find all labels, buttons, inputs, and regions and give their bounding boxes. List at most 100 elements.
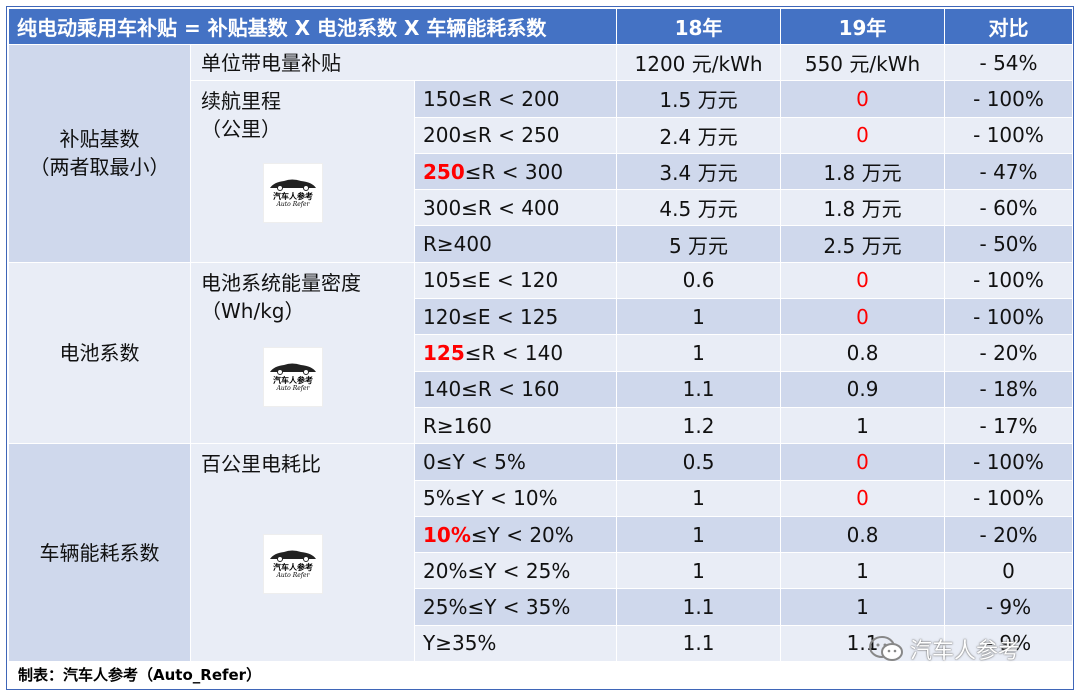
- value-18: 1: [616, 298, 782, 336]
- range-cell: 105≤E < 120: [413, 261, 618, 300]
- car-icon: [270, 550, 316, 563]
- compare-value: - 100%: [944, 80, 1074, 118]
- value-18: 1.5 万元: [616, 80, 782, 118]
- logo-image: 汽车人参考 Auto Refer: [263, 534, 323, 595]
- sub-cell: 续航里程 （公里） 汽车人参考 Auto Refer: [190, 80, 415, 263]
- logo-sub: Auto Refer: [276, 572, 310, 580]
- logo-image: 汽车人参考 Auto Refer: [263, 346, 323, 407]
- range-text: 120≤E < 125: [423, 304, 559, 329]
- range-text: 300≤R < 400: [423, 195, 560, 220]
- sub-label: 续航里程: [201, 89, 281, 114]
- sub-cell: 百公里电耗比 汽车人参考 Auto Refer: [190, 443, 415, 663]
- table-row: Y≥35% 1.1 1.1 - 9%: [9, 624, 1074, 663]
- table-row: 140≤R < 160 1.1 0.9 - 18%: [9, 370, 1074, 408]
- range-cell: 0≤Y < 5%: [413, 443, 618, 481]
- value-19: 0.9: [780, 370, 946, 408]
- range-highlight: 125: [423, 341, 465, 366]
- range-text: Y≥35%: [423, 631, 497, 656]
- range-cell: 120≤E < 125: [413, 298, 618, 336]
- value-19: 0: [780, 116, 946, 154]
- range-cell: 250≤R < 300: [413, 152, 618, 191]
- compare-value: - 9%: [944, 624, 1074, 663]
- header-19: 19年: [780, 8, 946, 45]
- compare-value: - 17%: [944, 406, 1074, 445]
- range-cell: 125≤R < 140: [413, 334, 618, 372]
- sub-label: 电池系统能量密度: [201, 270, 361, 295]
- compare-value: - 47%: [944, 152, 1074, 191]
- value-19: 1: [780, 406, 946, 445]
- value-18: 1.2: [616, 406, 782, 445]
- wechat-icon: [869, 636, 903, 661]
- compare-value: - 100%: [944, 116, 1074, 154]
- sub-cell: 电池系统能量密度 （Wh/kg） 汽车人参考 Auto Refer: [190, 261, 415, 445]
- range-text: 20%≤Y < 25%: [423, 558, 571, 583]
- range-cell: 10%≤Y < 20%: [413, 515, 618, 554]
- value-18: 1: [616, 515, 782, 554]
- compare-value: - 20%: [944, 515, 1074, 554]
- unit-cmp: - 54%: [944, 43, 1074, 82]
- value-18: 4.5 万元: [616, 189, 782, 227]
- category-label: 补贴基数: [59, 127, 140, 152]
- range-cell: 150≤R < 200: [413, 80, 618, 118]
- unit-row: 补贴基数 （两者取最小） 单位带电量补贴 1200 元/kWh 550 元/kW…: [8, 43, 1074, 263]
- value-19: 0: [780, 298, 946, 336]
- range-text: ≤R < 140: [464, 341, 564, 366]
- table-row: 电池系数 电池系统能量密度 （Wh/kg） 汽车人参考 Auto Refer 1…: [8, 261, 1074, 445]
- sub-note: （公里）: [201, 117, 281, 142]
- value-19: 0.8: [780, 515, 946, 554]
- value-18: 1: [616, 479, 782, 517]
- value-18: 2.4 万元: [616, 116, 782, 154]
- compare-value: - 18%: [944, 370, 1074, 408]
- logo-image: 汽车人参考 Auto Refer: [263, 163, 323, 224]
- range-text: 140≤R < 160: [423, 377, 560, 402]
- table-row: 300≤R < 400 4.5 万元 1.8 万元 - 60%: [9, 189, 1074, 227]
- table-row: 25%≤Y < 35% 1.1 1 - 9%: [9, 588, 1074, 626]
- range-highlight: 250: [423, 159, 465, 184]
- value-19: 0: [780, 80, 946, 118]
- value-18: 1.1: [616, 588, 782, 626]
- value-18: 1.1: [616, 370, 782, 408]
- range-cell: 5%≤Y < 10%: [413, 479, 618, 517]
- table-row: 车辆能耗系数 百公里电耗比 汽车人参考 Auto Refer 0≤Y < 5% …: [8, 443, 1074, 663]
- logo-text: 汽车人参考: [273, 191, 313, 202]
- watermark-text: 汽车人参考: [910, 639, 1021, 664]
- table-row: 120≤E < 125 1 0 - 100%: [9, 298, 1074, 336]
- value-19: 1.1: [780, 624, 946, 663]
- category-label: 电池系数: [59, 341, 140, 366]
- table-row: 20%≤Y < 25% 1 1 0: [9, 552, 1074, 590]
- logo-sub: Auto Refer: [276, 201, 310, 209]
- category-cell: 车辆能耗系数: [8, 443, 191, 663]
- compare-value: - 60%: [944, 189, 1074, 227]
- range-cell: R≥400: [413, 225, 618, 263]
- value-19: 0: [780, 443, 946, 481]
- category-label: 车辆能耗系数: [39, 540, 160, 565]
- header-compare: 对比: [944, 8, 1074, 45]
- unit-label: 单位带电量补贴: [189, 43, 618, 82]
- table-row: 续航里程 （公里） 汽车人参考 Auto Refer 150≤R < 200 1…: [9, 80, 1074, 263]
- table-row: 5%≤Y < 10% 1 0 - 100%: [9, 479, 1074, 517]
- range-text: ≤Y < 20%: [470, 522, 574, 547]
- header-row: 纯电动乘用车补贴 = 补贴基数 X 电池系数 X 车辆能耗系数 18年 19年 …: [7, 8, 1074, 45]
- value-19: 0: [780, 479, 946, 517]
- category-cell: 电池系数: [8, 261, 191, 445]
- value-19: 0: [780, 261, 946, 300]
- logo-text: 汽车人参考: [273, 374, 313, 385]
- table-row: R≥160 1.2 1 - 17%: [9, 406, 1074, 445]
- compare-value: - 50%: [944, 225, 1074, 263]
- value-18: 1.1: [616, 624, 782, 663]
- range-text: 105≤E < 120: [423, 268, 559, 293]
- compare-value: - 9%: [944, 588, 1074, 626]
- compare-value: - 20%: [944, 334, 1074, 372]
- range-cell: 300≤R < 400: [413, 189, 618, 227]
- value-19: 1: [780, 588, 946, 626]
- value-18: 0.6: [616, 261, 782, 300]
- compare-value: - 100%: [944, 443, 1074, 481]
- value-18: 3.4 万元: [616, 152, 782, 191]
- value-19: 1.8 万元: [780, 189, 946, 227]
- value-18: 1: [616, 552, 782, 590]
- sub-note: （Wh/kg）: [201, 298, 305, 323]
- value-19: 1.8 万元: [780, 152, 946, 191]
- range-cell: R≥160: [413, 406, 618, 445]
- car-icon: [270, 179, 316, 192]
- value-19: 2.5 万元: [780, 225, 946, 263]
